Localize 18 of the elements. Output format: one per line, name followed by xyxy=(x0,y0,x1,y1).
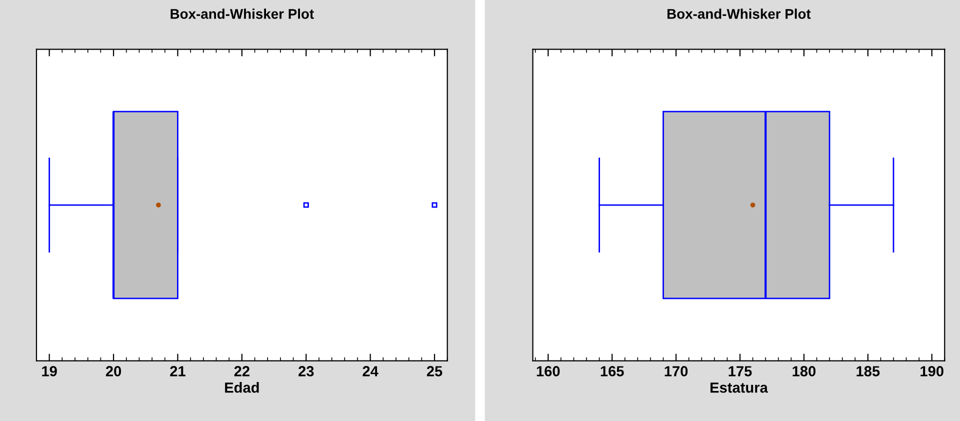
x-tick-label: 180 xyxy=(792,366,816,376)
x-tick-label: 190 xyxy=(920,366,944,376)
x-axis-title: Edad xyxy=(225,382,259,393)
x-tick-label: 175 xyxy=(728,366,752,376)
x-tick-label: 24 xyxy=(362,366,378,376)
x-tick-label: 170 xyxy=(664,366,688,376)
x-tick-label: 185 xyxy=(856,366,880,376)
x-tick-label: 160 xyxy=(536,366,560,376)
x-tick-label: 23 xyxy=(298,366,314,376)
chart-title: Box-and-Whisker Plot xyxy=(170,8,314,19)
x-tick-label: 25 xyxy=(426,366,442,376)
x-tick-label: 20 xyxy=(106,366,122,376)
chart-title: Box-and-Whisker Plot xyxy=(668,8,811,19)
x-axis-title: Estatura xyxy=(710,382,768,393)
x-tick-label: 19 xyxy=(42,366,57,376)
x-tick-label: 22 xyxy=(234,366,250,376)
x-tick-label: 21 xyxy=(170,366,186,376)
x-tick-label: 165 xyxy=(600,366,624,376)
